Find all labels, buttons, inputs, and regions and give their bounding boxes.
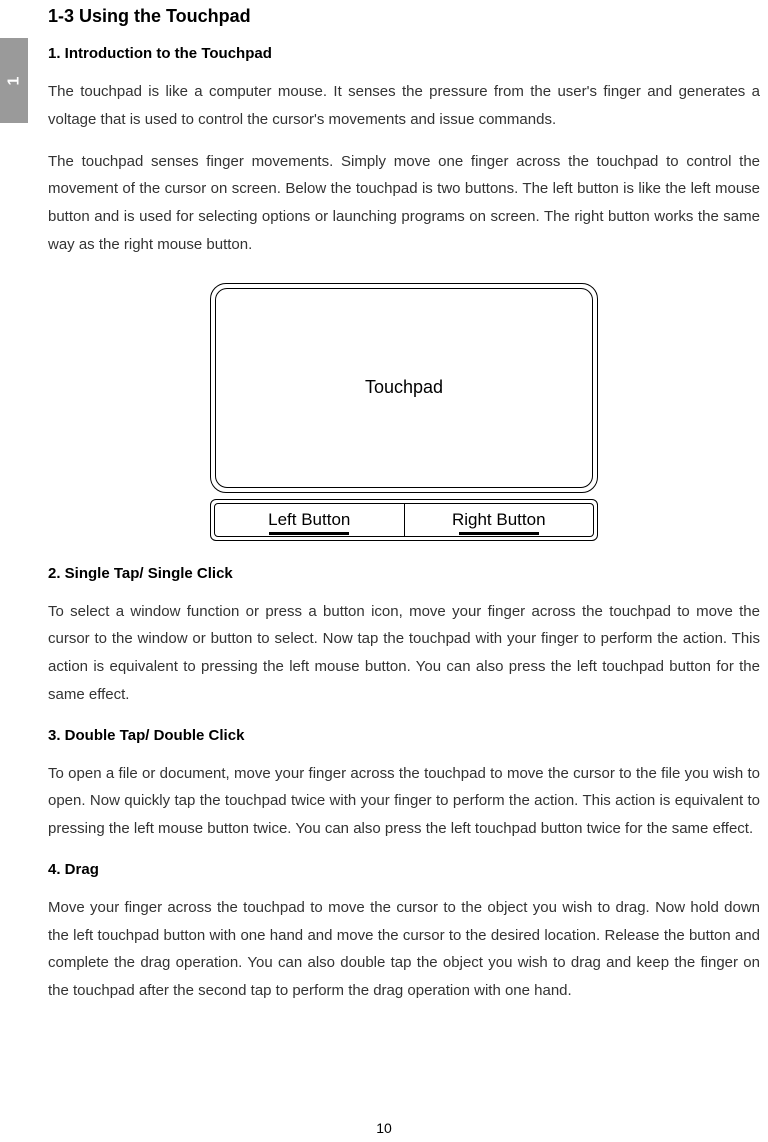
paragraph: Move your finger across the touchpad to … bbox=[48, 894, 760, 1005]
touchpad-buttons: Left Button Right Button bbox=[210, 499, 598, 541]
heading-intro: 1. Introduction to the Touchpad bbox=[48, 45, 760, 62]
touchpad-diagram: Touchpad Left Button Right Button bbox=[48, 283, 760, 541]
left-button-label: Left Button bbox=[268, 510, 350, 530]
left-button: Left Button bbox=[215, 504, 405, 536]
touchpad-area: Touchpad bbox=[210, 283, 598, 493]
page-number: 10 bbox=[0, 1120, 768, 1136]
touchpad-label: Touchpad bbox=[365, 377, 443, 398]
section-title: 1-3 Using the Touchpad bbox=[48, 6, 760, 27]
paragraph: To open a file or document, move your fi… bbox=[48, 760, 760, 843]
button-underline bbox=[269, 532, 349, 535]
paragraph: The touchpad senses finger movements. Si… bbox=[48, 148, 760, 259]
heading-double-tap: 3. Double Tap/ Double Click bbox=[48, 727, 760, 744]
button-underline bbox=[459, 532, 539, 535]
tab-number: 1 bbox=[5, 76, 23, 85]
page-content: 1-3 Using the Touchpad 1. Introduction t… bbox=[48, 0, 768, 1019]
heading-drag: 4. Drag bbox=[48, 861, 760, 878]
right-button: Right Button bbox=[405, 504, 594, 536]
paragraph: To select a window function or press a b… bbox=[48, 598, 760, 709]
side-tab: 1 bbox=[0, 38, 28, 123]
paragraph: The touchpad is like a computer mouse. I… bbox=[48, 78, 760, 134]
right-button-label: Right Button bbox=[452, 510, 546, 530]
heading-single-tap: 2. Single Tap/ Single Click bbox=[48, 565, 760, 582]
